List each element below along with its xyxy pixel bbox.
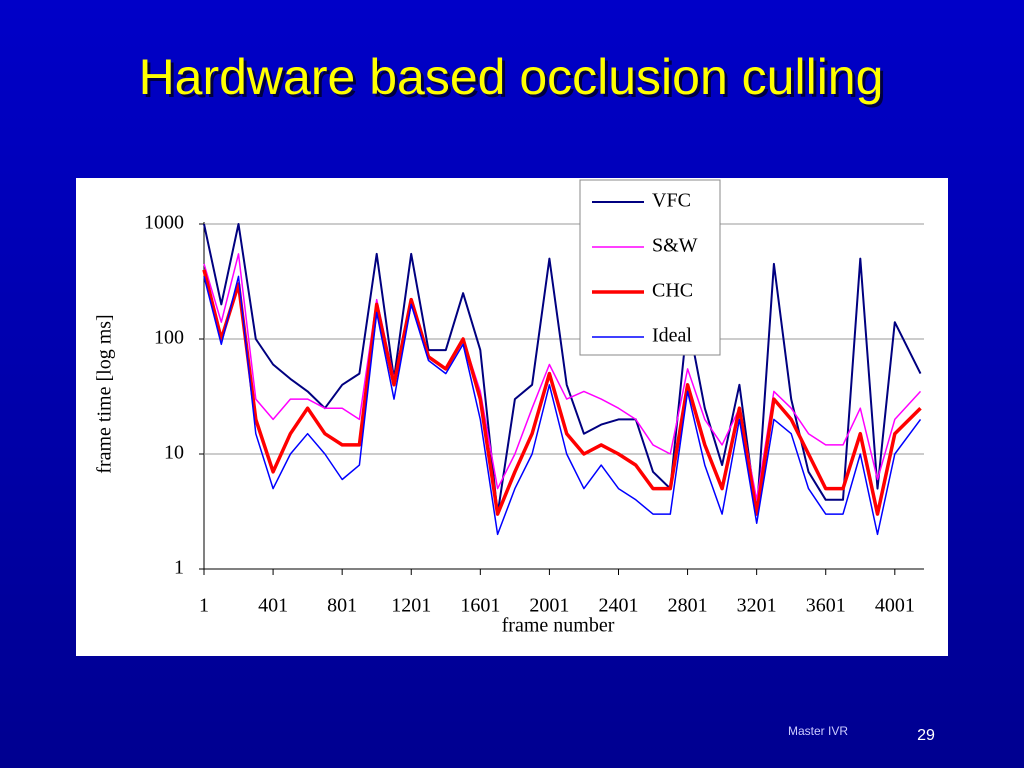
title-shadow: Hardware based occlusion culling xyxy=(142,52,887,108)
legend-box xyxy=(579,179,721,356)
y-tick-label: 1 xyxy=(174,557,184,579)
x-tick-label: 801 xyxy=(327,595,357,617)
page-number: 29 xyxy=(917,727,935,744)
x-tick-label: 2001 xyxy=(529,595,569,617)
x-tick-label: 3201 xyxy=(737,595,777,617)
x-tick-label: 1 xyxy=(199,595,209,617)
legend-label: VFC xyxy=(652,190,691,212)
x-tick-label: 401 xyxy=(258,595,288,617)
y-tick-label: 10 xyxy=(164,442,184,464)
title: Hardware based occlusion culling xyxy=(139,49,884,105)
footer: Master IVR xyxy=(788,724,848,738)
line-series xyxy=(202,269,922,516)
line-series xyxy=(203,275,922,536)
chart: 1 10 100 1000 1 401 801 1201 1601 2001 2401 2801 320… xyxy=(94,179,924,637)
x-tick-label: 1601 xyxy=(460,595,500,617)
x-axis-label: frame number xyxy=(502,615,615,637)
legend-label: Ideal xyxy=(652,325,692,347)
x-tick-label: 4001 xyxy=(875,595,915,617)
x-tick-label: 2401 xyxy=(598,595,638,617)
legend-label: CHC xyxy=(652,280,693,302)
y-tick-label: 100 xyxy=(154,327,184,349)
x-tick-label: 3601 xyxy=(806,595,846,617)
x-tick-label: 2801 xyxy=(668,595,708,617)
legend-label: S&W xyxy=(652,235,698,257)
y-axis-label: frame time [log ms] xyxy=(94,314,116,473)
x-tick-label: 1201 xyxy=(391,595,431,617)
y-tick-label: 1000 xyxy=(144,212,184,234)
line-series xyxy=(203,253,922,501)
